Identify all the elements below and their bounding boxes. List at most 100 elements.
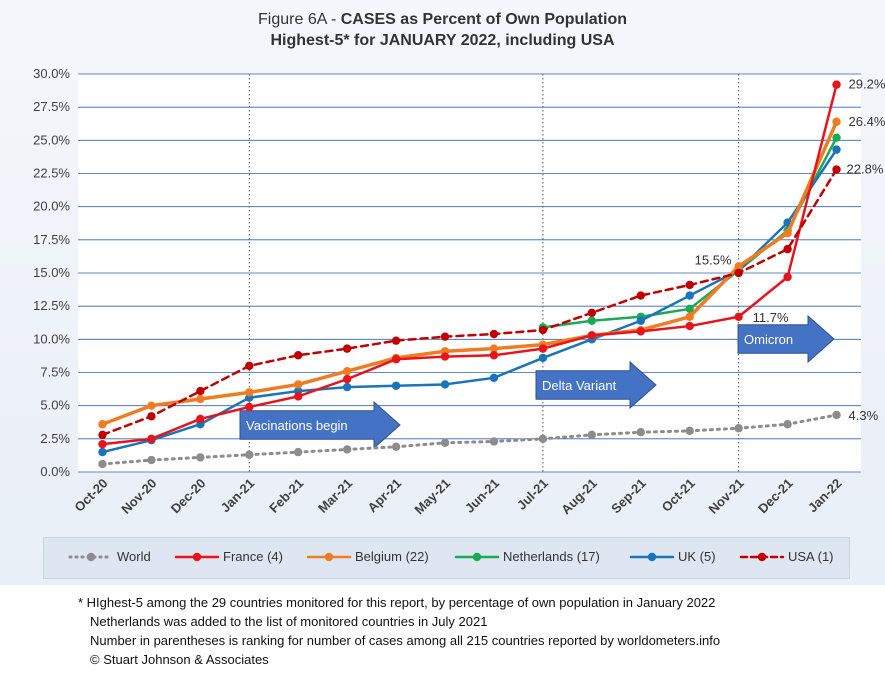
data-point	[685, 291, 694, 300]
data-point	[98, 439, 107, 449]
title-main: CASES as Percent of Own Population	[340, 11, 627, 28]
data-point	[734, 424, 743, 433]
legend-swatch	[68, 552, 114, 561]
y-tick-label: 2.5%	[40, 431, 70, 446]
data-point	[147, 455, 156, 465]
event-arrow	[535, 360, 657, 410]
data-point	[294, 380, 303, 389]
data-point	[783, 272, 792, 282]
data-point	[538, 344, 548, 353]
data-point	[147, 434, 156, 444]
line-chart: 0.0% 2.5% 5.0% 7.5% 10.0% 12.5% 15.0% 17.5% 20.0…	[33, 66, 885, 518]
data-point	[294, 351, 303, 360]
x-tick-label: Feb-21	[266, 476, 306, 516]
data-point	[538, 353, 548, 363]
x-tick-label: Dec-21	[755, 476, 796, 517]
data-point	[832, 80, 841, 89]
data-point	[636, 291, 645, 300]
x-tick-label: May-21	[411, 476, 453, 518]
x-tick-label: Nov-20	[118, 476, 159, 517]
data-point	[196, 386, 205, 396]
data-point	[636, 316, 645, 325]
x-tick-label: Jan-22	[805, 476, 845, 516]
title-prefix: Figure 6A -	[258, 11, 341, 28]
data-point	[489, 344, 499, 353]
data-point	[832, 117, 841, 126]
data-point	[832, 410, 841, 420]
data-point	[147, 412, 156, 421]
data-point	[685, 426, 694, 436]
x-tick-label: Jun-21	[462, 476, 502, 516]
y-tick-label: 15.0%	[33, 265, 70, 280]
footnote-1: * HIghest-5 among the 29 countries monit…	[78, 595, 716, 610]
data-point	[391, 442, 401, 451]
data-point	[245, 450, 254, 459]
data-point	[783, 244, 792, 254]
legend-item: World	[68, 549, 151, 564]
data-label: 15.5%	[695, 252, 732, 267]
data-point	[734, 262, 743, 271]
legend-swatch-marker	[192, 552, 202, 561]
data-point	[587, 331, 597, 340]
legend-item: France (4)	[174, 549, 283, 564]
y-tick-label: 12.5%	[33, 298, 70, 313]
event-label: Omicron	[744, 332, 793, 347]
legend-label: France (4)	[223, 549, 283, 564]
data-point	[342, 344, 352, 353]
y-tick-label: 30.0%	[33, 66, 70, 81]
legend-label: World	[117, 549, 151, 564]
data-point	[685, 312, 694, 321]
legend-item: Belgium (22)	[306, 549, 429, 564]
data-point	[245, 402, 254, 412]
data-point	[587, 308, 597, 317]
y-tick-label: 10.0%	[33, 331, 70, 346]
event-label: Vacinations begin	[246, 418, 348, 433]
data-point	[342, 445, 352, 454]
chart-subtitle: Highest-5* for JANUARY 2022, including U…	[270, 32, 615, 49]
data-point	[636, 327, 645, 336]
legend-swatch	[306, 552, 352, 561]
event-label: Delta Variant	[542, 378, 617, 393]
legend-swatch-marker	[86, 552, 96, 561]
data-point	[538, 434, 548, 444]
data-point	[538, 325, 548, 335]
data-point	[147, 401, 156, 410]
data-point	[685, 321, 694, 331]
data-point	[685, 304, 694, 314]
y-tick-label: 0.0%	[40, 464, 70, 479]
event-arrow	[239, 400, 401, 450]
data-point	[783, 229, 792, 238]
data-point	[489, 437, 499, 446]
data-point	[734, 268, 743, 278]
data-point	[196, 414, 205, 424]
x-tick-label: Aug-21	[558, 476, 600, 518]
footnote-2: Netherlands was added to the list of mon…	[90, 614, 488, 629]
data-label: 26.4%	[849, 114, 885, 129]
legend-label: UK (5)	[678, 549, 716, 564]
data-point	[294, 447, 303, 457]
x-tick-label: Jul-21	[514, 476, 551, 513]
x-tick-label: Oct-21	[659, 476, 698, 515]
data-point	[98, 430, 107, 440]
data-label: 4.3%	[849, 408, 879, 423]
legend-item: USA (1)	[739, 549, 834, 564]
data-point	[391, 381, 401, 390]
x-tick-label: Sep-21	[608, 476, 649, 517]
x-tick-label: Apr-21	[364, 476, 404, 516]
data-point	[98, 447, 107, 457]
legend-item: Netherlands (17)	[454, 549, 600, 564]
legend-label: USA (1)	[788, 549, 834, 564]
data-point	[832, 145, 841, 154]
y-tick-label: 17.5%	[33, 232, 70, 247]
x-tick-label: Oct-20	[71, 476, 110, 515]
data-point	[489, 329, 499, 339]
series-line	[101, 83, 838, 446]
y-tick-label: 22.5%	[33, 166, 70, 181]
data-point	[587, 316, 597, 325]
data-point	[391, 355, 401, 364]
data-point	[832, 133, 841, 142]
legend-swatch-marker	[647, 552, 657, 561]
data-point	[832, 165, 841, 174]
data-point	[489, 351, 499, 360]
data-label: 29.2%	[849, 77, 885, 92]
